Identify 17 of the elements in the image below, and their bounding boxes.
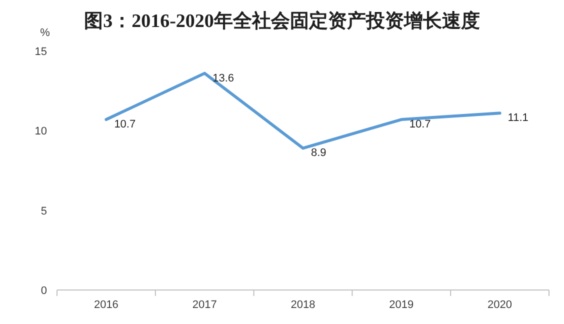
data-label: 8.9 [311,147,326,160]
data-label: 10.7 [409,118,431,131]
y-tick-label: 5 [40,205,47,218]
data-label: 10.7 [114,118,136,131]
chart-title: 图3：2016-2020年全社会固定资产投资增长速度 [84,10,480,32]
x-tick-label: 2018 [290,299,316,311]
y-tick-label: 10 [34,126,47,138]
x-tick-label: 2017 [192,299,217,311]
y-tick-label: 0 [40,285,47,297]
y-axis-title: % [40,27,50,39]
y-tick-label: 15 [34,46,47,58]
x-tick-label: 2019 [389,299,414,311]
data-label: 13.6 [212,72,234,84]
x-tick-label: 2016 [94,299,118,311]
x-tick-label: 2020 [488,299,512,311]
line-series [104,72,502,150]
data-label: 11.1 [508,112,528,124]
